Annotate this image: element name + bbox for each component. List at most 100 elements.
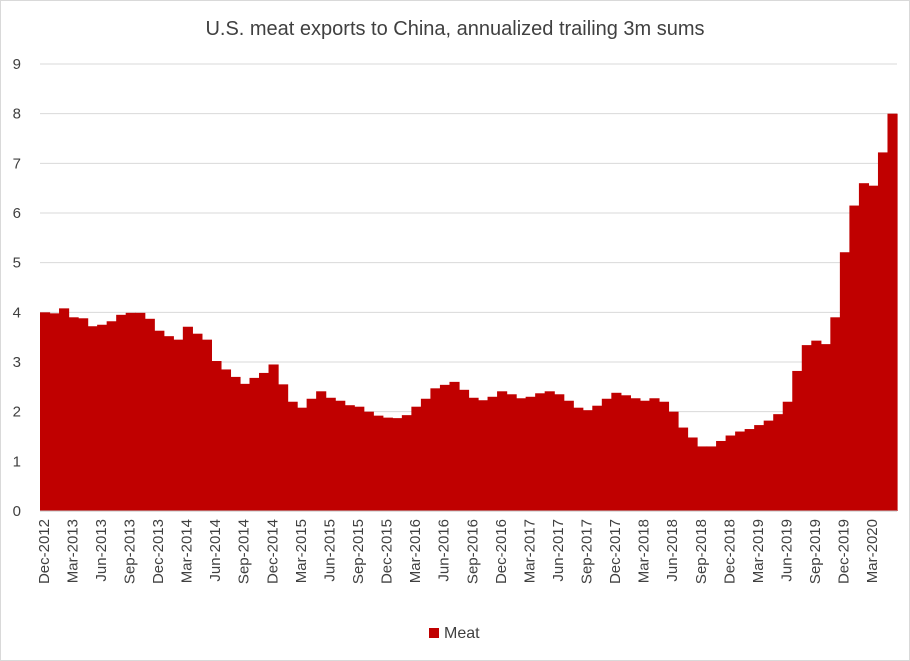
x-tick-label: Jun-2013 — [93, 519, 110, 582]
bar — [630, 398, 641, 511]
x-tick-label: Mar-2015 — [293, 519, 310, 583]
y-tick-label: 3 — [13, 354, 21, 371]
x-tick-label: Mar-2016 — [407, 519, 424, 583]
bar — [716, 440, 727, 511]
bar — [697, 446, 708, 511]
bar — [297, 407, 308, 511]
y-tick-label: 6 — [13, 205, 21, 222]
x-tick-label: Mar-2014 — [179, 519, 196, 583]
bar — [592, 405, 603, 511]
bar — [68, 317, 79, 511]
bar — [563, 400, 574, 511]
bar — [639, 400, 651, 511]
bar — [106, 321, 117, 511]
x-tick-label: Dec-2012 — [36, 519, 53, 584]
x-tick-label: Mar-2019 — [750, 519, 767, 583]
bar — [201, 339, 212, 511]
bar — [220, 369, 232, 511]
x-tick-label: Jun-2016 — [436, 519, 453, 582]
chart-title: U.S. meat exports to China, annualized t… — [205, 18, 704, 40]
x-tick-label: Dec-2019 — [836, 519, 853, 584]
y-tick-label: 8 — [13, 106, 21, 123]
y-tick-label: 7 — [13, 155, 21, 172]
x-tick-label: Sep-2017 — [579, 519, 596, 584]
bar — [839, 252, 850, 512]
legend-label-meat: Meat — [444, 625, 480, 642]
y-tick-label: 1 — [13, 453, 21, 470]
bar — [335, 400, 346, 511]
bar — [40, 312, 51, 511]
bar — [163, 336, 174, 511]
bar — [373, 415, 384, 511]
bar — [611, 392, 622, 511]
x-tick-label: Dec-2018 — [721, 519, 738, 584]
bar — [658, 401, 670, 511]
bar — [449, 381, 460, 511]
legend: Meat — [429, 625, 480, 642]
bar — [811, 340, 822, 511]
bar — [97, 324, 108, 511]
x-tick-label: Sep-2014 — [236, 519, 253, 584]
bar — [239, 383, 251, 511]
bar — [182, 326, 193, 511]
bar — [687, 437, 698, 511]
bar — [744, 429, 755, 511]
x-tick-label: Sep-2018 — [693, 519, 710, 584]
bar — [525, 396, 536, 511]
bar — [582, 410, 593, 511]
bar — [620, 395, 631, 511]
bar — [877, 152, 889, 511]
bar — [430, 388, 441, 511]
bar — [325, 397, 336, 511]
bar — [868, 185, 879, 511]
bar — [78, 318, 89, 511]
bar — [649, 398, 660, 511]
bar — [773, 414, 784, 511]
bar — [487, 396, 498, 511]
bar — [706, 446, 717, 511]
bar — [782, 401, 793, 511]
x-tick-label: Mar-2017 — [521, 519, 538, 583]
bar — [344, 405, 355, 511]
bar — [468, 397, 479, 511]
x-tick-label: Jun-2019 — [778, 519, 795, 582]
bar — [125, 312, 136, 511]
x-tick-label: Jun-2018 — [664, 519, 681, 582]
bar — [516, 398, 527, 511]
bar — [735, 431, 746, 511]
bar — [154, 330, 165, 511]
bar — [278, 384, 289, 511]
x-tick-label: Mar-2018 — [636, 519, 653, 583]
bar — [820, 344, 831, 511]
x-tick-label: Dec-2014 — [264, 519, 281, 584]
bar — [497, 391, 508, 511]
bar — [230, 376, 241, 511]
y-axis-ticks: 0 1 2 3 4 5 6 7 8 9 — [13, 56, 21, 520]
bar — [792, 370, 803, 511]
bar — [306, 398, 317, 511]
bar — [249, 377, 260, 511]
bar — [506, 394, 517, 511]
bar — [287, 401, 298, 511]
bar — [392, 418, 403, 511]
bar — [830, 317, 841, 511]
x-tick-label: Sep-2019 — [807, 519, 824, 584]
x-tick-label: Mar-2013 — [64, 519, 81, 583]
y-tick-label: 9 — [13, 56, 21, 73]
bar — [411, 406, 422, 511]
bar — [354, 406, 365, 511]
bar — [801, 345, 812, 511]
bar — [420, 398, 432, 511]
bar — [135, 312, 146, 511]
bar — [49, 313, 60, 511]
x-tick-label: Sep-2015 — [350, 519, 367, 584]
bar — [116, 314, 127, 511]
bar — [573, 407, 584, 511]
x-tick-label: Jun-2017 — [550, 519, 567, 582]
bar — [725, 435, 736, 511]
bar — [382, 417, 393, 511]
x-tick-label: Sep-2013 — [121, 519, 138, 584]
bar — [677, 427, 689, 511]
x-tick-label: Dec-2017 — [607, 519, 624, 584]
bar — [458, 389, 470, 511]
